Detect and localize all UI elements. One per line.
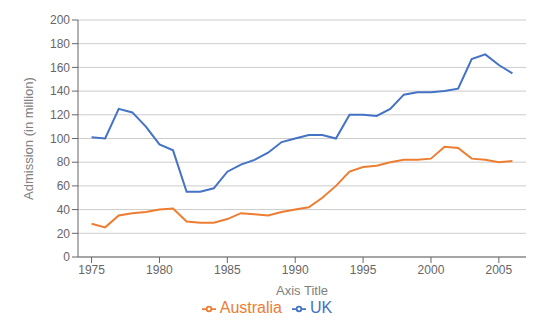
svg-text:1985: 1985 (214, 263, 241, 277)
html-text:Australia: Australia (219, 299, 282, 316)
svg-text:20: 20 (57, 227, 71, 241)
svg-text:Admission (in million): Admission (in million) (21, 77, 36, 200)
svg-text:60: 60 (57, 179, 71, 193)
svg-text:160: 160 (50, 61, 70, 75)
svg-text:200: 200 (50, 13, 70, 27)
svg-text:140: 140 (50, 84, 70, 98)
svg-text:1975: 1975 (78, 263, 105, 277)
svg-text:2000: 2000 (418, 263, 445, 277)
svg-text:1990: 1990 (282, 263, 309, 277)
svg-text:1995: 1995 (350, 263, 377, 277)
svg-text:0: 0 (63, 250, 70, 264)
svg-text:40: 40 (57, 203, 71, 217)
svg-text:180: 180 (50, 37, 70, 51)
html-text:UK: UK (310, 299, 333, 316)
svg-text:Axis Title: Axis Title (276, 283, 328, 298)
svg-text:120: 120 (50, 108, 70, 122)
svg-text:2005: 2005 (485, 263, 512, 277)
svg-text:100: 100 (50, 132, 70, 146)
svg-text:80: 80 (57, 155, 71, 169)
svg-text:1980: 1980 (146, 263, 173, 277)
